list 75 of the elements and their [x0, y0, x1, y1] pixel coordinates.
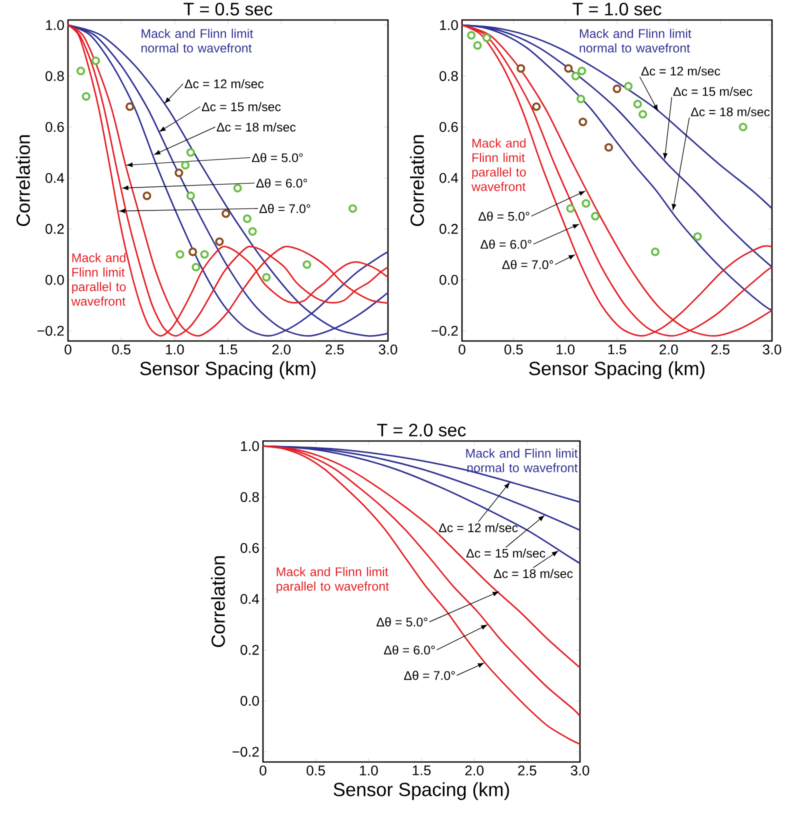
annotation: Δc = 12 m/sec [641, 66, 720, 76]
annotation: Δθ = 7.0° [259, 204, 310, 214]
y-tick-label: −0.2 [38, 326, 64, 336]
x-tick-label: 1.5 [219, 344, 238, 354]
annotation: Δc = 15 m/sec [202, 102, 281, 112]
x-tick-label: 1.5 [608, 344, 626, 354]
annotation: Mack and Flinn limit parallel to wavefront [276, 567, 389, 594]
x-tick-label: 2.0 [660, 344, 678, 354]
annotation: Δθ = 7.0° [404, 670, 455, 680]
annotation: Δθ = 5.0° [376, 617, 428, 626]
annotation: Δθ = 7.0° [502, 260, 554, 270]
y-tick-label: 0.8 [240, 492, 259, 502]
annotation: Mack and Flinn limit parallel to wavefront [71, 253, 126, 306]
x-tick-label: 2.0 [465, 766, 484, 776]
y-tick-label: 0.8 [46, 71, 64, 82]
y-tick-label: 1.0 [46, 20, 64, 30]
annotation: Δc = 12 m/sec [184, 79, 264, 88]
x-axis-title: Sensor Spacing (km) [334, 782, 509, 800]
y-tick-label: 0.0 [240, 696, 259, 706]
chart-title: T = 0.5 sec [184, 2, 272, 16]
x-tick-label: 1.0 [166, 344, 184, 354]
annotation: Δc = 15 m/sec [673, 86, 752, 96]
y-tick-label: 1.0 [241, 441, 259, 452]
x-tick-label: 0 [458, 344, 466, 354]
x-tick-label: 1.0 [360, 766, 378, 776]
x-tick-label: 0 [64, 344, 72, 354]
y-axis-title: Correlation [410, 135, 424, 226]
y-tick-label: 0.2 [240, 644, 259, 655]
y-tick-label: 0.4 [46, 172, 64, 183]
chart-title: T = 1.0 sec [572, 2, 662, 16]
x-tick-label: 2.5 [326, 344, 344, 354]
annotation: Δθ = 6.0° [480, 240, 532, 249]
x-axis-title: Sensor Spacing (km) [529, 361, 704, 380]
x-axis-title: Sensor Spacing (km) [140, 361, 316, 380]
y-tick-label: −0.2 [232, 746, 259, 757]
x-tick-label: 0.5 [112, 344, 130, 354]
annotation: Δc = 12 m/sec [438, 523, 518, 532]
annotation: Δc = 18 m/sec [690, 107, 770, 116]
annotation: Δθ = 6.0° [384, 645, 435, 654]
annotation: Δc = 18 m/sec [494, 568, 573, 578]
y-axis-title: Correlation [211, 556, 225, 648]
y-tick-label: 0.6 [240, 543, 259, 553]
x-tick-label: 3.0 [378, 344, 398, 354]
annotation: Δθ = 5.0° [478, 212, 530, 221]
y-tick-label: 0.2 [440, 224, 458, 234]
x-tick-label: 2.5 [711, 344, 730, 354]
y-tick-label: 0.4 [240, 594, 260, 604]
x-tick-label: 0.5 [504, 344, 523, 354]
y-tick-label: 0.2 [46, 224, 64, 234]
annotation: Mack and Flinn limit normal to wavefront [141, 28, 254, 53]
y-tick-label: −0.2 [432, 326, 458, 336]
y-tick-label: 0.6 [440, 122, 458, 132]
annotation: Δθ = 6.0° [256, 178, 308, 188]
y-tick-label: 1.0 [440, 20, 458, 30]
annotation: Δθ = 5.0° [252, 152, 303, 162]
y-tick-label: 0.0 [440, 274, 458, 285]
x-tick-label: 1.5 [412, 766, 431, 776]
annotation: Mack and Flinn limit parallel to wavefront [471, 138, 526, 192]
chart-title: T = 2.0 sec [377, 424, 466, 436]
annotation: Mack and Flinn limit normal to wavefront [466, 448, 578, 472]
x-tick-label: 1.0 [556, 344, 575, 354]
annotation: Δc = 15 m/sec [466, 548, 546, 558]
x-tick-label: 2.0 [272, 344, 291, 354]
annotation: Mack and Flinn limit normal to wavefront [580, 28, 692, 53]
x-tick-label: 3.0 [762, 344, 782, 354]
y-axis-title: Correlation [16, 135, 30, 226]
x-tick-label: 3.0 [570, 766, 590, 776]
annotation: Δc = 18 m/sec [216, 122, 296, 132]
y-tick-label: 0.6 [46, 122, 64, 132]
y-tick-label: 0.4 [440, 172, 458, 183]
x-tick-label: 2.5 [518, 766, 536, 776]
x-tick-label: 0 [260, 766, 266, 776]
y-tick-label: 0.8 [440, 71, 458, 82]
x-tick-label: 0.5 [306, 766, 325, 776]
y-tick-label: 0.0 [46, 274, 64, 285]
